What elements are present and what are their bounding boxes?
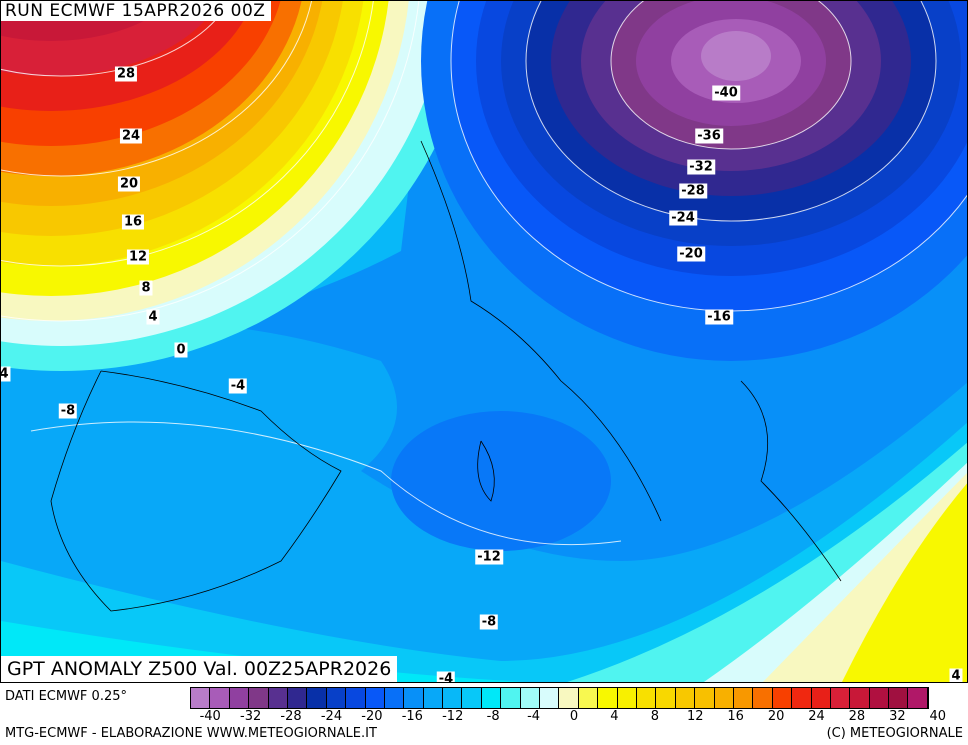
color-swatch — [908, 688, 928, 708]
color-swatch — [423, 688, 444, 708]
color-swatch — [287, 688, 308, 708]
color-swatch — [733, 688, 754, 708]
contour-label: 4 — [949, 668, 963, 683]
color-scale-tick: 8 — [650, 709, 659, 724]
color-scale-tick: 40 — [929, 709, 947, 724]
contour-label: -32 — [687, 159, 715, 175]
color-swatch — [869, 688, 890, 708]
color-swatch — [772, 688, 793, 708]
color-swatch — [268, 688, 288, 708]
contour-label: -4 — [436, 671, 456, 682]
color-scale-tick: -32 — [240, 709, 262, 724]
map-field — [1, 1, 967, 682]
footer-copyright: (C) METEOGIORNALE — [826, 726, 963, 741]
contour-label: -24 — [669, 210, 697, 226]
color-swatch — [346, 688, 366, 708]
contour-label: 12 — [126, 249, 150, 265]
color-scale-tick: 16 — [727, 709, 744, 724]
high-pressure-anomaly — [1, 1, 479, 371]
valid-title: GPT ANOMALY Z500 Val. 00Z25APR2026 — [1, 656, 398, 682]
color-scale — [190, 687, 929, 709]
color-swatch — [559, 688, 579, 708]
color-scale-tick: 28 — [848, 709, 866, 724]
low-pressure-anomaly — [421, 1, 967, 361]
footer-credit: MTG-ECMWF - ELABORAZIONE WWW.METEOGIORNA… — [5, 726, 377, 741]
color-swatch — [753, 688, 773, 708]
color-swatch — [229, 688, 250, 708]
color-swatch — [249, 688, 269, 708]
color-scale-tick: 12 — [686, 709, 704, 724]
color-swatch — [598, 688, 618, 708]
coastlines — [50, 140, 842, 612]
data-source: DATI ECMWF 0.25° — [5, 689, 127, 704]
color-scale-tick: -28 — [280, 709, 302, 724]
contour-label: -20 — [677, 246, 705, 262]
color-swatch — [365, 688, 385, 708]
contour-label: -4 — [228, 378, 248, 394]
color-scale-tick: -4 — [527, 709, 541, 724]
color-swatch — [830, 688, 851, 708]
color-scale-tick: -20 — [361, 709, 383, 724]
contour-label: -40 — [712, 85, 740, 101]
color-scale-tick: 20 — [767, 709, 785, 724]
color-swatch — [501, 688, 521, 708]
color-scale-tick: -12 — [442, 709, 464, 724]
color-scale-tick: 0 — [569, 709, 579, 724]
color-scale-tick: 32 — [889, 709, 906, 724]
contour-label: 20 — [117, 176, 141, 192]
color-swatch — [656, 688, 676, 708]
color-swatch — [326, 688, 347, 708]
color-swatch — [540, 688, 560, 708]
color-swatch — [520, 688, 541, 708]
color-swatch — [481, 688, 502, 708]
color-swatch — [889, 688, 909, 708]
color-scale-tick: -8 — [486, 709, 500, 724]
color-swatch — [462, 688, 482, 708]
contour-label: -8 — [58, 403, 78, 419]
color-swatch — [443, 688, 463, 708]
contour-label: -36 — [695, 128, 723, 144]
color-swatch — [636, 688, 657, 708]
contour-label: -12 — [475, 549, 503, 565]
color-scale-tick: 24 — [808, 709, 825, 724]
color-swatch — [695, 688, 715, 708]
contour-label: -28 — [679, 183, 707, 199]
color-swatch — [617, 688, 637, 708]
color-scale-tick: -40 — [199, 709, 221, 724]
contour-label: 4 — [146, 309, 160, 325]
color-swatch — [578, 688, 599, 708]
contour-label: 16 — [121, 214, 145, 230]
color-swatch — [307, 688, 327, 708]
contour-label: 28 — [114, 66, 138, 82]
color-scale-tick: 4 — [610, 709, 619, 724]
color-swatch — [404, 688, 424, 708]
color-swatch — [191, 688, 211, 708]
color-swatch — [792, 688, 812, 708]
contour-label: -8 — [479, 614, 499, 630]
color-swatch — [384, 688, 405, 708]
contour-label: 4 — [1, 366, 11, 382]
contour-label: -16 — [705, 309, 733, 325]
run-title: RUN ECMWF 15APR2026 00Z — [1, 1, 272, 21]
color-scale-tick: -16 — [401, 709, 423, 724]
color-swatch — [714, 688, 734, 708]
contour-label: 24 — [119, 128, 143, 144]
color-swatch — [850, 688, 870, 708]
anomaly-map: 28 24 20 16 12 8 4 0 -4 -8 4 -40 -36 -32 -28 -24 -20 -16 -… — [0, 0, 968, 683]
contour-label: 8 — [139, 280, 153, 296]
color-swatch — [811, 688, 831, 708]
color-scale-tick: -24 — [320, 709, 343, 724]
contour-label: 0 — [174, 342, 188, 358]
color-swatch — [675, 688, 696, 708]
trough-core — [391, 411, 611, 551]
color-swatch — [210, 688, 230, 708]
